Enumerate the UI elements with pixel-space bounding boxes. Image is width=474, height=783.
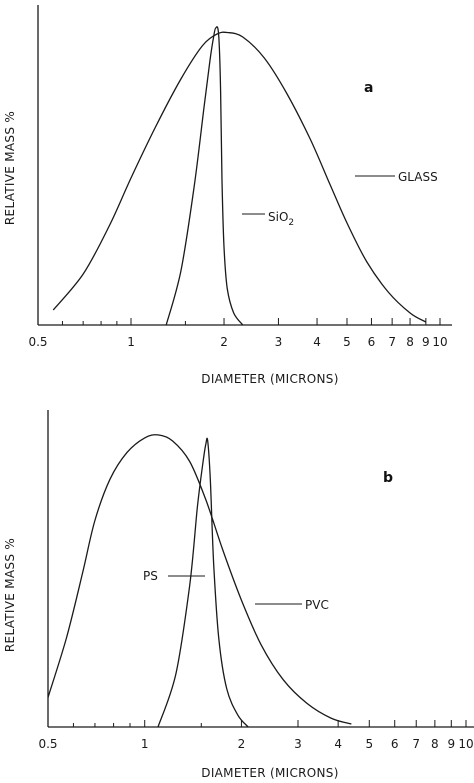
- x-tick-label: 3: [294, 737, 302, 751]
- series-line-ps: [157, 437, 249, 728]
- series-label-glass: GLASS: [398, 170, 438, 184]
- x-tick-label: 8: [431, 737, 439, 751]
- x-axis-label: DIAMETER (MICRONS): [201, 766, 338, 780]
- x-tick-label: 8: [406, 335, 414, 349]
- x-tick-label: 10: [432, 335, 447, 349]
- x-tick-label: 9: [447, 737, 455, 751]
- panel-b: 0.5 1 2 3 4 5 6 7 8 9 10 DIAMETER (MICRONS) RELATIVE…: [3, 410, 474, 780]
- series-label-pvc: PVC: [305, 598, 329, 612]
- series-label-ps: PS: [143, 569, 158, 583]
- x-tick-label: 2: [238, 737, 246, 751]
- x-tick-label: 10: [458, 737, 473, 751]
- y-axis-label: RELATIVE MASS %: [3, 111, 17, 225]
- panel-letter: a: [364, 80, 373, 96]
- x-tick-label: 0.5: [28, 335, 47, 349]
- x-tick-label: 4: [313, 335, 321, 349]
- subscript: 2: [288, 218, 294, 228]
- panel-a: 0.5 1 2 3 4 5 6 7 8 9 10 DIAMETER (MICRONS) RELATIVE…: [3, 5, 452, 386]
- x-tick-label: 1: [141, 737, 149, 751]
- x-tick-label: 6: [391, 737, 399, 751]
- x-tick-label: 3: [275, 335, 283, 349]
- series-label-sio2: SiO2: [268, 210, 294, 228]
- panel-letter: b: [383, 470, 393, 486]
- x-tick-label: 7: [388, 335, 396, 349]
- series-line-glass: [52, 31, 427, 323]
- x-tick-label: 4: [334, 737, 342, 751]
- y-axis-label: RELATIVE MASS %: [3, 538, 17, 652]
- series-line-pvc: [47, 434, 352, 725]
- series-line-sio2: [165, 26, 244, 326]
- x-tick-label: 2: [220, 335, 228, 349]
- x-axis-label: DIAMETER (MICRONS): [201, 372, 338, 386]
- x-tick-label: 0.5: [38, 737, 57, 751]
- x-tick-label: 1: [127, 335, 135, 349]
- x-tick-label: 5: [343, 335, 351, 349]
- x-tick-label: 9: [422, 335, 430, 349]
- x-tick-label: 7: [412, 737, 420, 751]
- x-tick-label: 6: [368, 335, 376, 349]
- x-tick-label: 5: [365, 737, 373, 751]
